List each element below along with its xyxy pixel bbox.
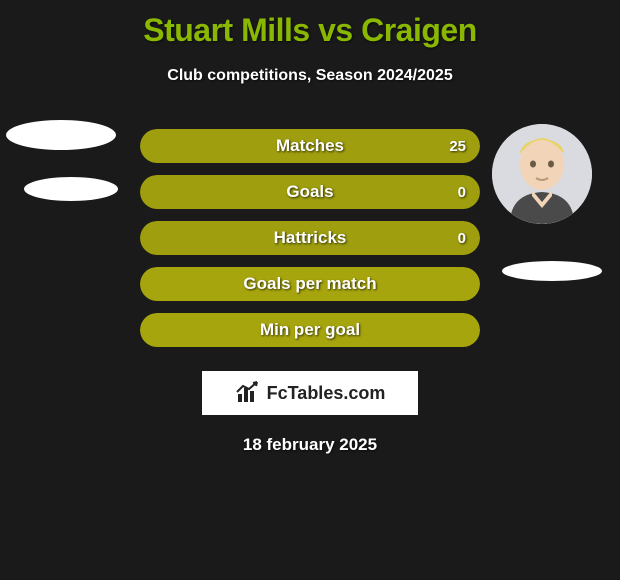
bar-chart-icon: [235, 380, 261, 406]
stat-label: Matches: [140, 136, 480, 156]
date-text: 18 february 2025: [0, 435, 620, 455]
comparison-rows: Matches 25 Goals 0 Hattricks 0 Goals per…: [0, 123, 620, 353]
stat-row: Min per goal: [0, 307, 620, 353]
stat-row: Matches 25: [0, 123, 620, 169]
stat-row: Goals 0: [0, 169, 620, 215]
subtitle: Club competitions, Season 2024/2025: [0, 67, 620, 85]
brand-text: FcTables.com: [267, 383, 386, 404]
brand-logo[interactable]: FcTables.com: [202, 371, 418, 415]
stat-bar-hattricks: Hattricks 0: [140, 221, 480, 255]
stat-right-value: 0: [458, 184, 466, 201]
stat-bar-goals: Goals 0: [140, 175, 480, 209]
stat-right-value: 25: [449, 138, 466, 155]
page-title: Stuart Mills vs Craigen: [0, 0, 620, 49]
stat-label: Goals: [140, 182, 480, 202]
stat-label: Hattricks: [140, 228, 480, 248]
stat-bar-min-per-goal: Min per goal: [140, 313, 480, 347]
stat-row: Goals per match: [0, 261, 620, 307]
stat-bar-matches: Matches 25: [140, 129, 480, 163]
stat-bar-goals-per-match: Goals per match: [140, 267, 480, 301]
stat-right-value: 0: [458, 230, 466, 247]
stat-label: Min per goal: [140, 320, 480, 340]
stat-row: Hattricks 0: [0, 215, 620, 261]
stat-label: Goals per match: [140, 274, 480, 294]
